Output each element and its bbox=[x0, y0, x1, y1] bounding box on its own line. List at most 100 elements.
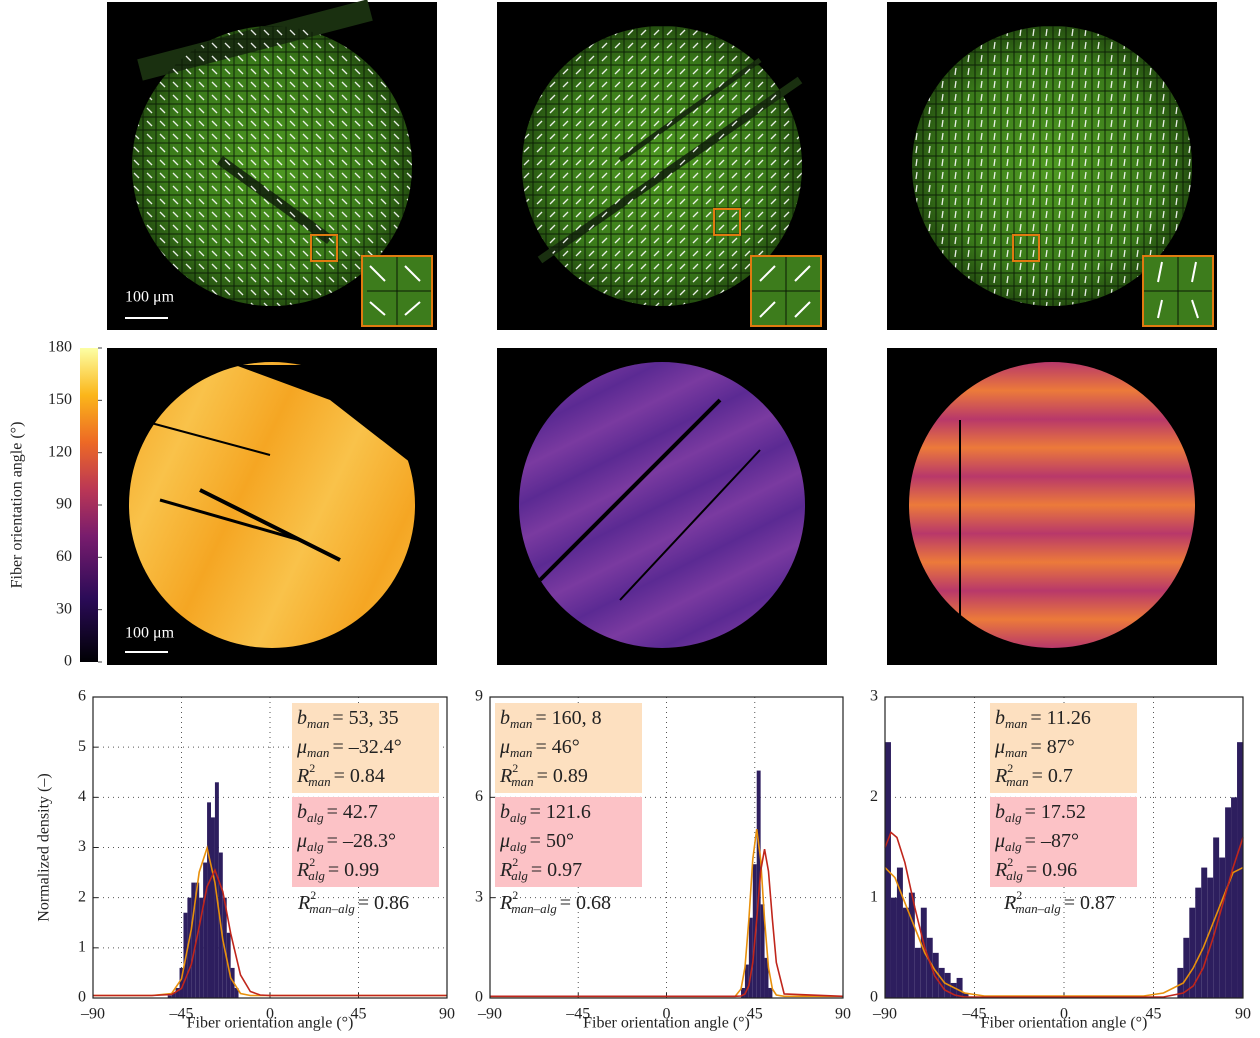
subscript: alg bbox=[510, 810, 527, 825]
subscript: man bbox=[511, 774, 533, 789]
annotation-value: = 121.6 bbox=[530, 801, 591, 823]
symbol: b bbox=[995, 801, 1005, 823]
annotation-value: = 160, 8 bbox=[535, 707, 601, 729]
symbol: b bbox=[500, 801, 510, 823]
annotation: balg = 121.6 bbox=[500, 801, 591, 825]
plot-frame bbox=[884, 696, 1244, 999]
bar bbox=[1195, 887, 1202, 998]
bar bbox=[175, 987, 180, 998]
bar bbox=[1213, 837, 1220, 998]
superscript: 2 bbox=[310, 888, 316, 902]
annotation: bman = 53, 35 bbox=[297, 707, 399, 731]
annotation-value: = 0.86 bbox=[358, 892, 409, 914]
superscript: 2 bbox=[512, 761, 518, 775]
symbol: R bbox=[1003, 892, 1016, 914]
y-tick-label: 2 bbox=[870, 788, 878, 805]
annotation: balg = 42.7 bbox=[297, 801, 378, 825]
annotation: R2 man = 0.7 bbox=[994, 761, 1073, 789]
x-tick-label: 45 bbox=[747, 1006, 763, 1023]
bar bbox=[908, 892, 915, 998]
subscript: man bbox=[510, 716, 532, 731]
y-tick-label: 6 bbox=[78, 688, 86, 705]
fit-curve bbox=[490, 829, 843, 998]
y-tick-label: 6 bbox=[475, 788, 483, 805]
x-tick-label: 45 bbox=[1146, 1006, 1162, 1023]
subscript: alg bbox=[510, 839, 527, 854]
symbol: R bbox=[499, 765, 512, 787]
fit-curve bbox=[490, 849, 844, 998]
bar bbox=[914, 947, 921, 998]
annotation: μman = 46° bbox=[499, 736, 580, 760]
bar bbox=[1183, 937, 1190, 998]
colorbar-tick-label: 0 bbox=[64, 653, 72, 670]
subscript: man bbox=[1005, 716, 1027, 731]
symbol: R bbox=[994, 765, 1007, 787]
annotation: μalg = –87° bbox=[994, 830, 1079, 854]
annotation-value: = –87° bbox=[1025, 830, 1079, 852]
annotation-value: = 0.68 bbox=[560, 892, 611, 914]
bar bbox=[896, 867, 903, 998]
subscript: man–alg bbox=[1015, 901, 1061, 916]
annotation: μalg = 50° bbox=[499, 830, 574, 854]
annotation-box bbox=[292, 797, 439, 887]
annotation: μalg = –28.3° bbox=[296, 830, 396, 854]
x-tick-label: 0 bbox=[266, 1006, 274, 1023]
colorbar-label: Fiber orientation angle (°) bbox=[9, 422, 26, 589]
y-tick-label: 4 bbox=[78, 788, 86, 805]
subscript: alg bbox=[308, 868, 325, 883]
colorbar bbox=[80, 348, 98, 662]
bar bbox=[741, 987, 745, 998]
colorbar-tick-label: 150 bbox=[48, 391, 72, 408]
symbol: b bbox=[995, 707, 1005, 729]
bar bbox=[195, 882, 200, 998]
subscript: man bbox=[1006, 774, 1028, 789]
annotation-value: = 0.7 bbox=[1032, 765, 1073, 787]
annotation-value: = 0.84 bbox=[334, 765, 385, 787]
annotation-value: = 17.52 bbox=[1025, 801, 1086, 823]
bar bbox=[890, 897, 897, 998]
symbol: μ bbox=[499, 830, 510, 852]
annotation-box bbox=[495, 703, 642, 793]
subscript: man bbox=[307, 745, 329, 760]
x-axis-label: Fiber orientation angle (°) bbox=[583, 1015, 750, 1032]
x-axis-label: Fiber orientation angle (°) bbox=[981, 1015, 1148, 1032]
annotation-box bbox=[990, 703, 1137, 793]
annotation-value: = 53, 35 bbox=[332, 707, 398, 729]
annotation: μman = –32.4° bbox=[296, 736, 402, 760]
annotation-box bbox=[495, 797, 642, 887]
bar bbox=[756, 770, 761, 998]
symbol: b bbox=[297, 801, 307, 823]
subscript: man bbox=[308, 774, 330, 789]
plot-frame bbox=[92, 696, 448, 999]
annotation-value: = 87° bbox=[1030, 736, 1074, 758]
symbol: b bbox=[500, 707, 510, 729]
x-axis-label: Fiber orientation angle (°) bbox=[187, 1015, 354, 1032]
scale-bar-label: 100 μm bbox=[125, 289, 175, 306]
y-tick-label: 9 bbox=[475, 688, 483, 705]
subscript: alg bbox=[1005, 810, 1022, 825]
superscript: 2 bbox=[1016, 888, 1022, 902]
subscript: man–alg bbox=[511, 901, 557, 916]
bar bbox=[167, 995, 172, 998]
subscript: alg bbox=[1006, 868, 1023, 883]
bar bbox=[191, 882, 196, 998]
y-tick-label: 3 bbox=[870, 688, 878, 705]
subscript: alg bbox=[307, 839, 324, 854]
bar bbox=[1219, 857, 1226, 998]
bar bbox=[920, 907, 927, 998]
bar bbox=[1201, 867, 1208, 998]
y-tick-label: 2 bbox=[78, 888, 86, 905]
fit-curve bbox=[93, 868, 447, 997]
y-tick-label: 1 bbox=[78, 939, 86, 956]
x-tick-label: –45 bbox=[169, 1006, 194, 1023]
x-tick-label: 90 bbox=[439, 1006, 455, 1023]
subscript: man bbox=[1005, 745, 1027, 760]
annotation-value: = 50° bbox=[530, 830, 574, 852]
x-tick-label: –90 bbox=[80, 1006, 105, 1023]
colorbar-tick-label: 120 bbox=[48, 443, 72, 460]
symbol: μ bbox=[296, 830, 307, 852]
micrograph bbox=[887, 2, 1217, 330]
bar bbox=[902, 907, 909, 998]
y-tick-label: 5 bbox=[78, 738, 86, 755]
